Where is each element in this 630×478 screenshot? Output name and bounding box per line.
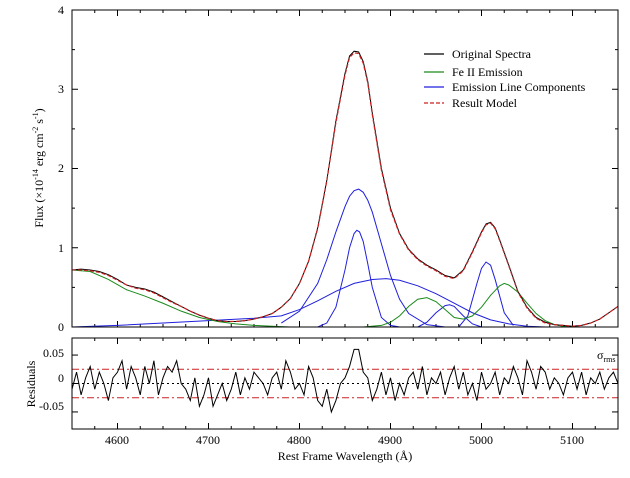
legend-label-model: Result Model — [452, 96, 518, 110]
original-spectra-line — [71, 50, 619, 327]
main-ytick-label: 0 — [58, 320, 64, 334]
fe-ii-emission-line — [71, 269, 618, 328]
emission-line-component-5 — [458, 261, 514, 328]
xtick-label: 4800 — [287, 433, 311, 447]
xtick-label: 5100 — [560, 433, 584, 447]
legend-label-feii: Fe II Emission — [452, 65, 523, 79]
result-model-line — [72, 52, 619, 327]
emission-line-component-3 — [71, 278, 546, 328]
main-series — [71, 50, 619, 328]
xtick-label: 4600 — [105, 433, 129, 447]
main-ytick-label: 4 — [58, 3, 64, 17]
xtick-label: 4900 — [378, 433, 402, 447]
main-ytick-label: 1 — [58, 241, 64, 255]
residuals-ytick-label: 0 — [58, 371, 64, 385]
emission-line-component-1 — [281, 188, 446, 328]
main-ticks — [71, 9, 619, 328]
main-ytick-label: 3 — [58, 82, 64, 96]
residuals-frame — [71, 337, 619, 430]
residuals-ytick-label: -0.05 — [39, 399, 64, 413]
legend: Original Spectra Fe II Emission Emission… — [424, 47, 586, 110]
x-axis-label: Rest Frame Wavelength (Å) — [278, 449, 412, 463]
main-ytick-label: 2 — [58, 161, 64, 175]
residuals-ylabel: Residuals — [24, 360, 38, 407]
legend-label-components: Emission Line Components — [452, 80, 586, 94]
main-frame — [71, 9, 619, 328]
xtick-label: 5000 — [469, 433, 493, 447]
residuals-ytick-label: 0.05 — [43, 346, 64, 360]
residuals-panel: 0.05 0 -0.05 Residuals 4600 4700 4800 49… — [24, 337, 619, 463]
emission-line-component-4 — [417, 304, 482, 328]
xtick-label: 4700 — [196, 433, 220, 447]
sigma-rms-label: σrms — [597, 348, 615, 364]
residuals-series — [71, 348, 619, 414]
emission-line-component-2 — [317, 229, 400, 328]
main-panel: 0 1 2 3 4 Flux (×10-14 erg cm-2 s-1) Ori… — [31, 3, 619, 334]
main-ylabel: Flux (×10-14 erg cm-2 s-1) — [31, 108, 46, 227]
residuals-line — [71, 348, 619, 414]
legend-label-original: Original Spectra — [452, 47, 532, 61]
